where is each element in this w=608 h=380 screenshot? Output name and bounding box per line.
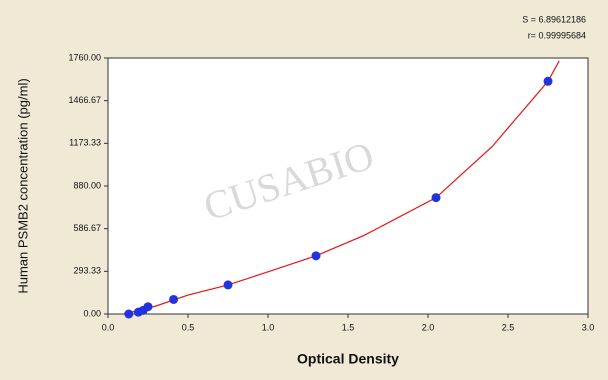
data-point [223, 280, 233, 290]
data-point [311, 251, 321, 261]
y-tick-label: 1466.67 [68, 95, 101, 105]
y-tick-label: 1173.33 [69, 138, 101, 148]
y-tick-label: 586.67 [73, 223, 101, 233]
x-tick-label: 2.5 [502, 322, 515, 332]
x-tick-label: 2.0 [422, 322, 435, 332]
y-axis-label: Human PSMB2 concentration (pg/ml) [15, 78, 30, 293]
data-point [543, 76, 553, 86]
y-tick-label: 1760.00 [68, 52, 101, 62]
x-tick-label: 0.0 [102, 322, 115, 332]
x-axis-label: Optical Density [297, 351, 399, 367]
y-tick-label: 293.33 [73, 266, 101, 276]
x-tick-label: 3.0 [582, 322, 595, 332]
x-tick-label: 0.5 [182, 322, 195, 332]
data-point [169, 294, 179, 304]
y-tick-label: 880.00 [73, 180, 101, 190]
x-tick-label: 1.5 [342, 322, 355, 332]
plot-area [107, 57, 589, 315]
annotation: S = 6.89612186 [522, 14, 586, 24]
data-point [124, 309, 134, 319]
y-tick-label: 0.00 [83, 308, 101, 318]
data-point [431, 193, 441, 203]
annotation: r= 0.99995684 [528, 30, 586, 40]
x-tick-label: 1.0 [262, 322, 275, 332]
data-point [143, 302, 153, 312]
